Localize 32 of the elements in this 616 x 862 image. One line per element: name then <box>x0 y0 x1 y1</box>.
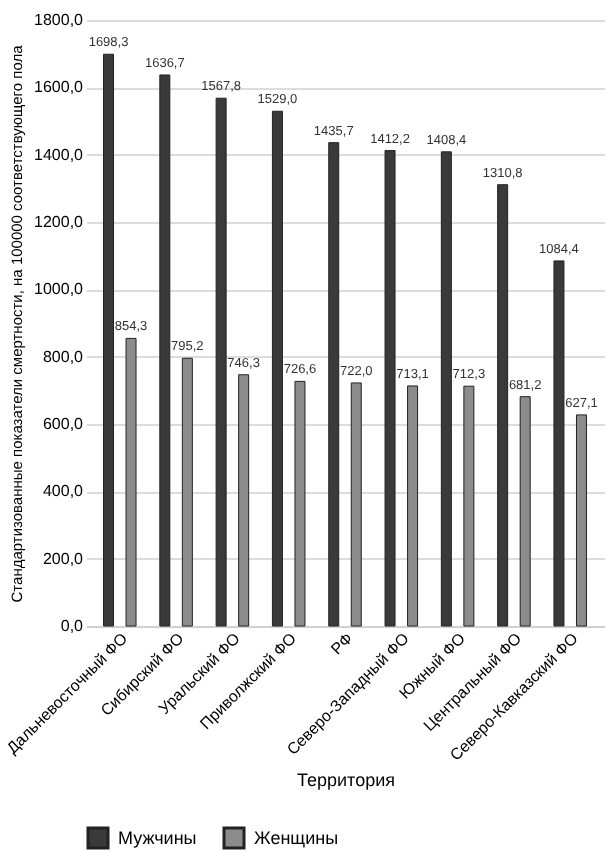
bar <box>407 385 419 627</box>
bar <box>575 414 587 627</box>
y-tick-label: 1000,0 <box>34 280 85 299</box>
x-axis-title: Территория <box>297 770 396 791</box>
y-tick-label: 1800,0 <box>34 11 85 29</box>
y-tick-label: 400,0 <box>42 482 85 501</box>
bar <box>497 184 509 627</box>
bar <box>271 110 283 627</box>
bar <box>328 142 340 627</box>
bar <box>294 380 306 627</box>
bar <box>384 150 396 627</box>
bar <box>215 97 227 627</box>
bar <box>463 385 475 627</box>
y-tick-label: 1600,0 <box>34 78 85 97</box>
bar <box>350 382 362 627</box>
legend-label: Мужчины <box>118 828 197 848</box>
y-tick-label: 200,0 <box>42 549 85 568</box>
y-tick-label: 1200,0 <box>34 213 85 231</box>
bar <box>125 337 137 627</box>
y-tick-label: 0,0 <box>60 617 85 635</box>
bar <box>103 53 115 627</box>
bar <box>519 396 531 627</box>
bar <box>238 374 250 627</box>
legend-label: Женщины <box>254 828 339 848</box>
bar <box>553 260 565 627</box>
x-tick-label: РФ <box>327 629 357 659</box>
bar <box>159 74 171 627</box>
y-tick-label: 800,0 <box>42 347 85 366</box>
y-tick-label: 600,0 <box>42 415 85 433</box>
bar <box>181 357 193 627</box>
bar <box>440 151 452 627</box>
y-tick-label: 1400,0 <box>34 145 85 164</box>
